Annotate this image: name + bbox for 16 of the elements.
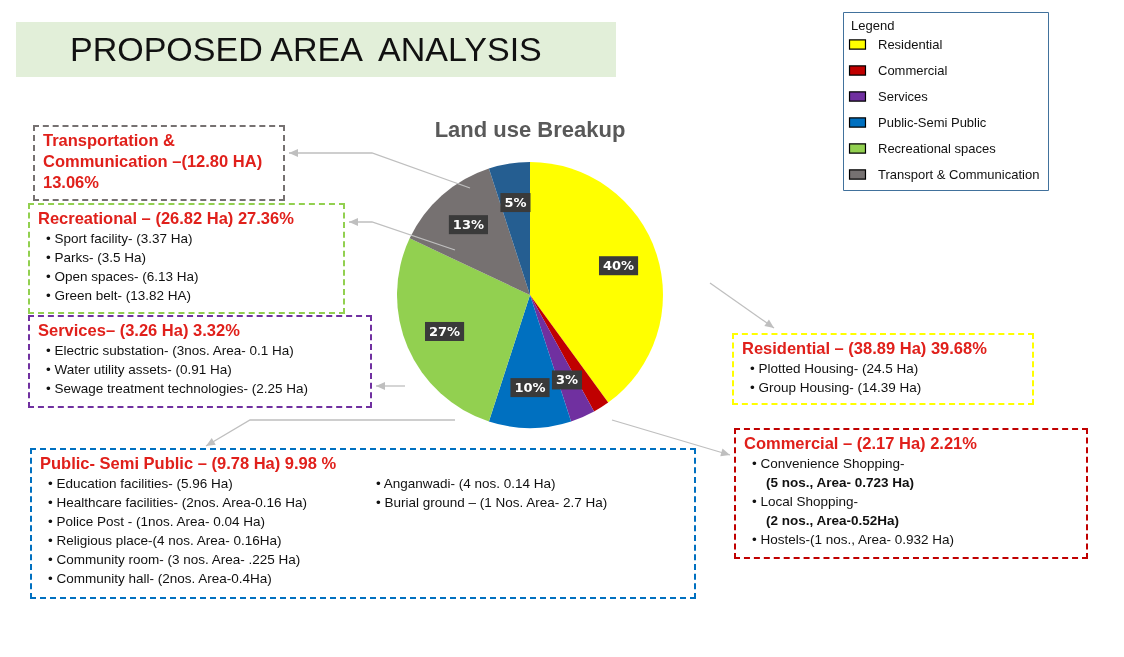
text: PROPOSED AREA ANALYSIS xyxy=(16,22,616,77)
legend-label: Recreational spaces xyxy=(878,140,997,156)
text: Commercial – (2.17 Ha) 2.21% • Convenience Shopping- (5 nos., Area- 0.723 Ha) • Local Shopping- (2 nos., Area-0.52Ha) • Hostels-(1 nos., Area- 0.932 Ha) xyxy=(744,433,978,549)
text: Land use Breakup xyxy=(434,117,626,142)
legend-title: Legend xyxy=(851,18,895,33)
legend-label: Transport & Communication xyxy=(878,166,1040,182)
legend-label: Commercial xyxy=(878,62,948,78)
text: Public- Semi Public – (9.78 Ha) 9.98 % • Education facilities- (5.96 Ha) • Healthcare facilities- (2nos. Area-0.16 Ha) • Police Post - (1nos. Area- 0.04 Ha) • Religious place-(4 nos. Area- 0.16Ha) • Community room- (3 nos. Area- .225 Ha) • Community hall- (2nos. Area-0.4Ha) • Anganwadi- (4 nos. 0.14 Ha) • Burial ground – (1 Nos. Area- 2.7 Ha) xyxy=(40,454,608,586)
legend-label: Residential xyxy=(878,36,943,52)
legend-label: Services xyxy=(878,88,929,104)
text: Services– (3.26 Ha) 3.32% • Electric substation- (3nos. Area- 0.1 Ha) • Water utility assets- (0.91 Ha) • Sewage treatment technologies- (2.25 Ha) xyxy=(38,320,310,398)
pie-slice xyxy=(409,168,530,295)
legend-label: Public-Semi Public xyxy=(878,114,987,130)
text: Transportation & Communication –(12.80 HA) 13.06% xyxy=(43,130,264,193)
text: Residential – (38.89 Ha) 39.68% • Plotted Housing- (24.5 Ha) • Group Housing- (14.39 Ha) xyxy=(742,338,988,397)
text: Recreational – (26.82 Ha) 27.36% • Sport facility- (3.37 Ha) • Parks- (3.5 Ha) • Open spaces- (6.13 Ha) • Green belt- (13.82 HA) xyxy=(38,208,295,305)
